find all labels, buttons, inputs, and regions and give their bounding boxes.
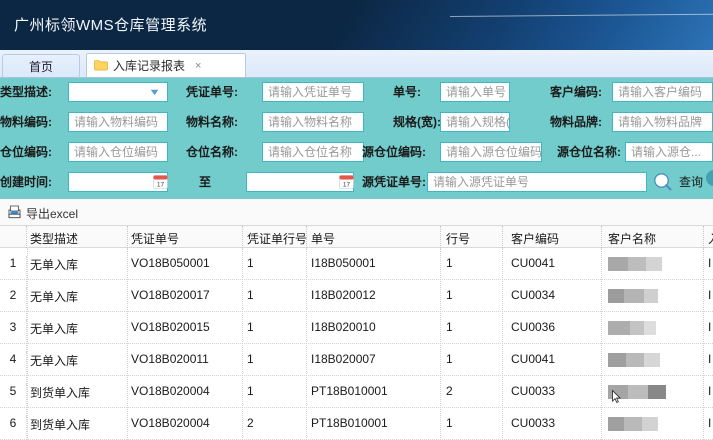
svg-text:17: 17 <box>157 182 165 189</box>
svg-text:17: 17 <box>343 182 351 189</box>
